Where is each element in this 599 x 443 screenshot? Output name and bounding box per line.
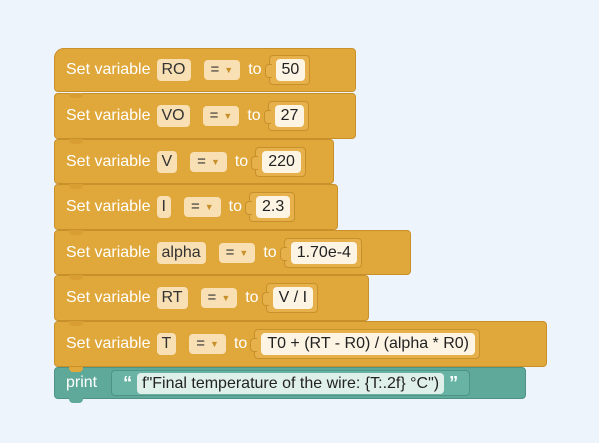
set-variable-block-alpha[interactable]: Set variable alpha = ▼ to 1.70e-4: [54, 230, 411, 275]
operator-label: =: [207, 289, 217, 306]
operator-dropdown[interactable]: = ▼: [200, 288, 238, 308]
value-field[interactable]: V / I: [272, 287, 314, 309]
set-variable-label: Set variable: [66, 289, 151, 306]
close-quote-icon: ”: [449, 372, 459, 393]
variable-name-dropdown[interactable]: alpha: [156, 241, 206, 264]
value-socket[interactable]: 1.70e-4: [279, 237, 362, 268]
operator-label: =: [210, 61, 220, 78]
set-variable-label: Set variable: [66, 107, 151, 124]
set-variable-block-rt[interactable]: Set variable RT = ▼ to V / I: [54, 275, 369, 321]
operator-label: =: [225, 243, 235, 261]
value-socket[interactable]: 2.3: [244, 192, 296, 222]
to-label: to: [247, 107, 261, 124]
to-label: to: [228, 198, 242, 215]
string-socket[interactable]: “ f"Final temperature of the wire: {T:.2…: [111, 370, 471, 396]
value-socket[interactable]: 220: [251, 146, 306, 177]
caret-down-icon: ▼: [210, 156, 220, 167]
variable-name-dropdown[interactable]: I: [156, 196, 171, 218]
variable-name-dropdown[interactable]: RO: [156, 59, 191, 81]
value-field[interactable]: 1.70e-4: [290, 241, 357, 264]
operator-dropdown[interactable]: = ▼: [202, 106, 240, 126]
set-variable-block-vo[interactable]: Set variable VO = ▼ to 27: [54, 93, 356, 139]
value-field[interactable]: 50: [275, 59, 306, 81]
variable-name-dropdown[interactable]: VO: [156, 105, 190, 127]
value-socket[interactable]: 50: [264, 55, 311, 85]
operator-dropdown[interactable]: = ▼: [190, 151, 227, 172]
print-block[interactable]: print “ f"Final temperature of the wire:…: [54, 367, 526, 403]
value-socket[interactable]: 27: [263, 101, 310, 131]
operator-label: =: [197, 152, 206, 170]
print-label: print: [66, 374, 98, 391]
to-label: to: [245, 289, 259, 306]
to-label: to: [234, 152, 249, 170]
operator-dropdown[interactable]: = ▼: [183, 197, 221, 217]
caret-down-icon: ▼: [204, 202, 214, 212]
operator-label: =: [209, 107, 219, 124]
value-field[interactable]: T0 + (RT - R0) / (alpha * R0): [261, 333, 476, 355]
value-field[interactable]: 220: [262, 150, 301, 173]
variable-name-dropdown[interactable]: RT: [156, 287, 188, 309]
operator-dropdown[interactable]: = ▼: [203, 60, 241, 80]
caret-down-icon: ▼: [221, 293, 231, 303]
value-field[interactable]: 27: [274, 105, 305, 127]
set-variable-block-t[interactable]: Set variable T = ▼ to T0 + (RT - R0) / (a…: [54, 321, 547, 367]
open-quote-icon: “: [123, 372, 133, 393]
operator-label: =: [196, 335, 206, 352]
set-variable-label: Set variable: [66, 335, 151, 352]
set-variable-label: Set variable: [66, 198, 151, 215]
to-label: to: [263, 243, 277, 261]
caret-down-icon: ▼: [223, 111, 233, 121]
string-field[interactable]: f"Final temperature of the wire: {T:.2f}…: [137, 372, 445, 394]
set-variable-label: Set variable: [66, 61, 151, 78]
caret-down-icon: ▼: [224, 65, 234, 75]
set-variable-block-i[interactable]: Set variable I = ▼ to 2.3: [54, 184, 338, 230]
variable-name-dropdown[interactable]: T: [156, 333, 177, 355]
to-label: to: [233, 335, 248, 352]
caret-down-icon: ▼: [210, 339, 219, 349]
operator-dropdown[interactable]: = ▼: [218, 242, 256, 263]
variable-name-dropdown[interactable]: V: [156, 150, 178, 173]
set-variable-label: Set variable: [66, 243, 151, 261]
set-variable-block-ro[interactable]: Set variable RO = ▼ to 50: [54, 48, 356, 92]
caret-down-icon: ▼: [239, 247, 249, 258]
set-variable-label: Set variable: [66, 152, 151, 170]
value-field[interactable]: 2.3: [255, 196, 291, 218]
to-label: to: [248, 61, 262, 78]
value-socket[interactable]: V / I: [261, 283, 319, 313]
value-socket[interactable]: T0 + (RT - R0) / (alpha * R0): [250, 329, 481, 359]
operator-label: =: [190, 198, 200, 215]
set-variable-block-v[interactable]: Set variable V = ▼ to 220: [54, 139, 334, 184]
operator-dropdown[interactable]: = ▼: [189, 334, 226, 354]
